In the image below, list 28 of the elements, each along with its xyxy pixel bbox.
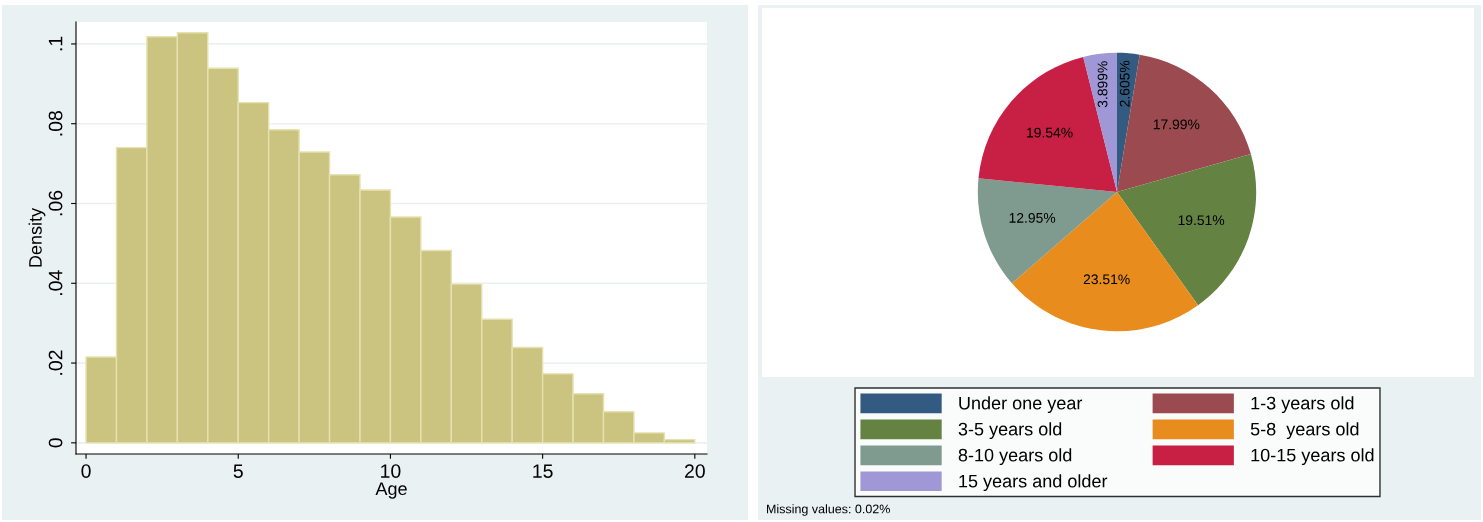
legend-label: Under one year (959, 396, 1083, 414)
data-label: 2.605% (1119, 60, 1130, 107)
x-tick-label: 0 (81, 464, 91, 478)
x-axis-title: Age (375, 482, 407, 499)
y-tick-label: .04 (48, 270, 63, 296)
legend-label: 15 years and older (959, 474, 1108, 492)
data-label: 3.899% (1097, 61, 1108, 108)
data-label: 19.51% (1178, 215, 1225, 226)
y-tick-label: .1 (48, 36, 63, 51)
y-tick-label: .08 (48, 111, 63, 136)
data-label: 23.51% (1083, 274, 1130, 285)
legend-label: 3-5 years old (958, 422, 1062, 440)
y-axis-title: Density (28, 207, 46, 267)
x-tick-label: 10 (381, 464, 401, 478)
y-tick-label: .06 (48, 190, 63, 216)
x-tick-label: 20 (684, 464, 705, 478)
x-tick-label: 5 (233, 464, 243, 478)
data-label: 17.99% (1153, 119, 1200, 130)
legend-label: 5-8 years old (1250, 422, 1359, 440)
y-tick-label: 0 (48, 438, 63, 448)
legend-label: 1-3 years old (1251, 396, 1354, 414)
text: Missing values: 0.02% (767, 504, 890, 516)
y-tick-label: .02 (48, 350, 63, 375)
legend-label: 8-10 years old (958, 448, 1072, 466)
data-label: 12.95% (1009, 212, 1056, 223)
x-tick-label: 15 (533, 464, 553, 478)
data-label: 19.54% (1027, 127, 1073, 138)
legend-label: 10-15 years old (1251, 448, 1374, 466)
